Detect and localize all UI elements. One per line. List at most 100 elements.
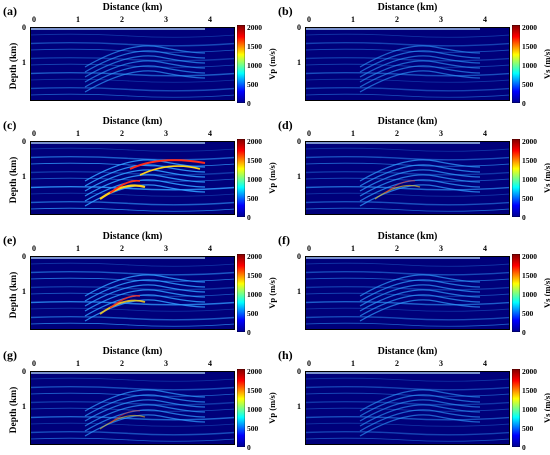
anticline-reflector [84,409,206,432]
colorbar [237,254,245,332]
colorbar-tick-label: 1500 [247,156,262,165]
colorbar-tick-label: 2000 [247,137,262,146]
reflector-line [305,72,510,77]
y-tick-label: 1 [22,58,26,67]
y-tick-label: 1 [22,402,26,411]
colorbar-tick-label: 1000 [247,61,262,70]
anticline-reflector [359,169,481,192]
colorbar-gradient [237,25,245,103]
x-axis-title: Distance (km) [102,2,163,13]
plot-frame [30,27,235,101]
reflector-line [30,57,235,62]
reflector-line [305,93,510,98]
plot-frame [30,371,235,445]
colorbar-tick-label: 0 [522,328,526,337]
reflector-line [305,63,510,68]
high-amplitude-event [109,179,141,194]
plot-frame [305,27,510,101]
colorbar-tick-label: 0 [522,443,526,452]
x-tick-label: 3 [439,129,443,138]
anticline-reflector [84,289,206,312]
anticline-reflector [84,60,206,83]
colorbar-title: Vp (m/s) [267,162,277,194]
anticline-reflector [84,394,206,417]
reflector-line [305,286,510,291]
colorbar-gradient [237,254,245,332]
anticline-reflector [359,289,481,312]
reflector-line [305,271,510,276]
reflector-line [305,186,510,191]
x-tick-label: 1 [351,15,355,24]
colorbar-tick-label: 0 [247,99,251,108]
reflector-line [305,307,510,312]
anticline-reflector [84,284,206,307]
x-tick-label: 4 [208,244,212,253]
panel-label: (h) [278,348,293,362]
x-tick-label: 0 [307,129,311,138]
colorbar-title: Vs (m/s) [542,393,550,423]
x-tick-label: 4 [483,129,487,138]
anticline-reflector [359,409,481,432]
reflector-line [30,301,235,306]
colorbar [512,369,520,447]
y-tick-label: 0 [22,367,26,376]
image-background [30,27,235,101]
high-amplitude-event [374,184,421,200]
x-tick-label: 4 [208,359,212,368]
reflector-line [30,392,235,397]
colorbar-tick-label: 2000 [522,367,537,376]
reflector-line [30,377,235,382]
colorbar [512,25,520,103]
plot-frame [30,141,235,215]
x-tick-label: 0 [32,359,36,368]
reflector-line [30,147,235,152]
seismic-image [305,256,510,330]
anticline-reflector [84,65,206,88]
x-tick-label: 2 [120,359,124,368]
reflector-line [30,192,235,197]
y-tick-label: 0 [297,23,301,32]
plot-frame [305,141,510,215]
colorbar [237,139,245,217]
reflector-line [305,392,510,397]
x-tick-label: 1 [76,15,80,24]
colorbar-tick-label: 1000 [247,175,262,184]
anticline-reflector [359,389,481,412]
panel-label: (c) [3,118,17,132]
colorbar-tick-label: 1500 [247,42,262,51]
reflector-line [30,386,235,391]
anticline-reflector [359,184,481,207]
reflector-line [30,177,235,182]
reflector-line [305,48,510,53]
colorbar-tick-label: 2000 [247,367,262,376]
x-tick-label: 4 [483,244,487,253]
plot-frame [305,371,510,445]
x-tick-label: 4 [483,359,487,368]
colorbar-title: Vp (m/s) [267,392,277,424]
x-tick-label: 3 [164,129,168,138]
colorbar-gradient [512,25,520,103]
colorbar-tick-label: 1500 [247,386,262,395]
plot-frame [30,256,235,330]
anticline-reflector [359,414,481,437]
panel-label: (e) [3,233,17,247]
colorbar-gradient [512,139,520,217]
colorbar-title: Vp (m/s) [267,277,277,309]
reflector-line [30,207,235,212]
x-tick-label: 0 [307,244,311,253]
reflector-line [305,177,510,182]
anticline-reflector [359,404,481,427]
anticline-reflector [84,70,206,93]
anticline-reflector [359,179,481,202]
reflector-line [30,186,235,191]
x-tick-label: 3 [439,244,443,253]
anticline-reflector [359,294,481,317]
reflector-line [305,277,510,282]
colorbar-tick-label: 1500 [522,42,537,51]
colorbar-title: Vs (m/s) [542,49,550,79]
anticline-reflector [359,65,481,88]
x-tick-label: 4 [208,15,212,24]
anticline-reflector [359,279,481,302]
x-tick-label: 1 [76,129,80,138]
x-axis-title: Distance (km) [377,2,438,13]
